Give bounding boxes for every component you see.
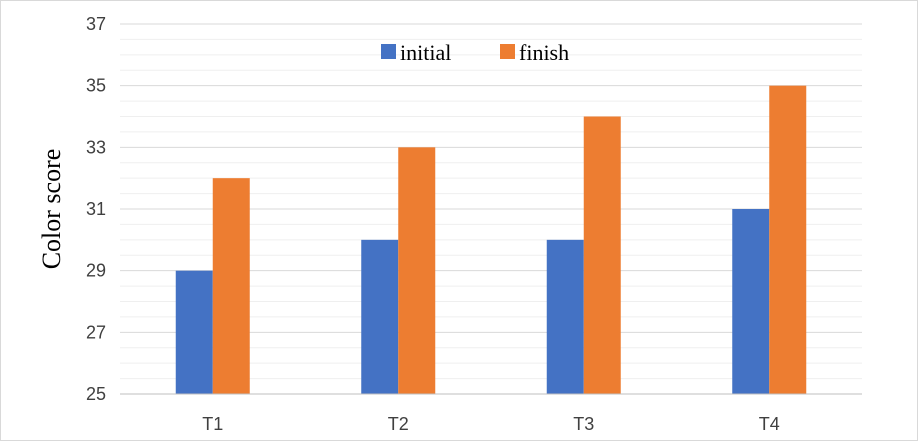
bars xyxy=(175,85,807,395)
x-tick-label: T4 xyxy=(759,414,780,434)
x-tick-label: T1 xyxy=(202,414,223,434)
y-axis-ticks: 25 27 29 31 33 35 37 xyxy=(86,14,106,404)
y-tick-label: 33 xyxy=(86,137,106,157)
bar-finish-T1 xyxy=(212,178,250,394)
x-axis-ticks: T1 T2 T3 T4 xyxy=(202,414,780,434)
y-tick-label: 37 xyxy=(86,14,106,34)
legend-label-finish: finish xyxy=(519,40,569,65)
bar-initial-T4 xyxy=(732,209,770,394)
x-tick-label: T3 xyxy=(573,414,594,434)
bar-initial-T2 xyxy=(361,239,399,394)
legend: initial finish xyxy=(381,40,569,65)
y-tick-label: 29 xyxy=(86,261,106,281)
legend-swatch-finish xyxy=(500,44,515,59)
y-tick-label: 27 xyxy=(86,322,106,342)
bar-finish-T4 xyxy=(769,85,807,395)
y-tick-label: 31 xyxy=(86,199,106,219)
y-axis-label: Color score xyxy=(37,149,66,270)
x-tick-label: T2 xyxy=(388,414,409,434)
bar-finish-T3 xyxy=(583,116,621,394)
y-tick-label: 25 xyxy=(86,384,106,404)
bar-finish-T2 xyxy=(398,147,436,394)
y-tick-label: 35 xyxy=(86,76,106,96)
bar-initial-T1 xyxy=(175,270,213,394)
legend-swatch-initial xyxy=(381,44,396,59)
legend-label-initial: initial xyxy=(400,40,451,65)
bar-initial-T3 xyxy=(546,239,584,394)
